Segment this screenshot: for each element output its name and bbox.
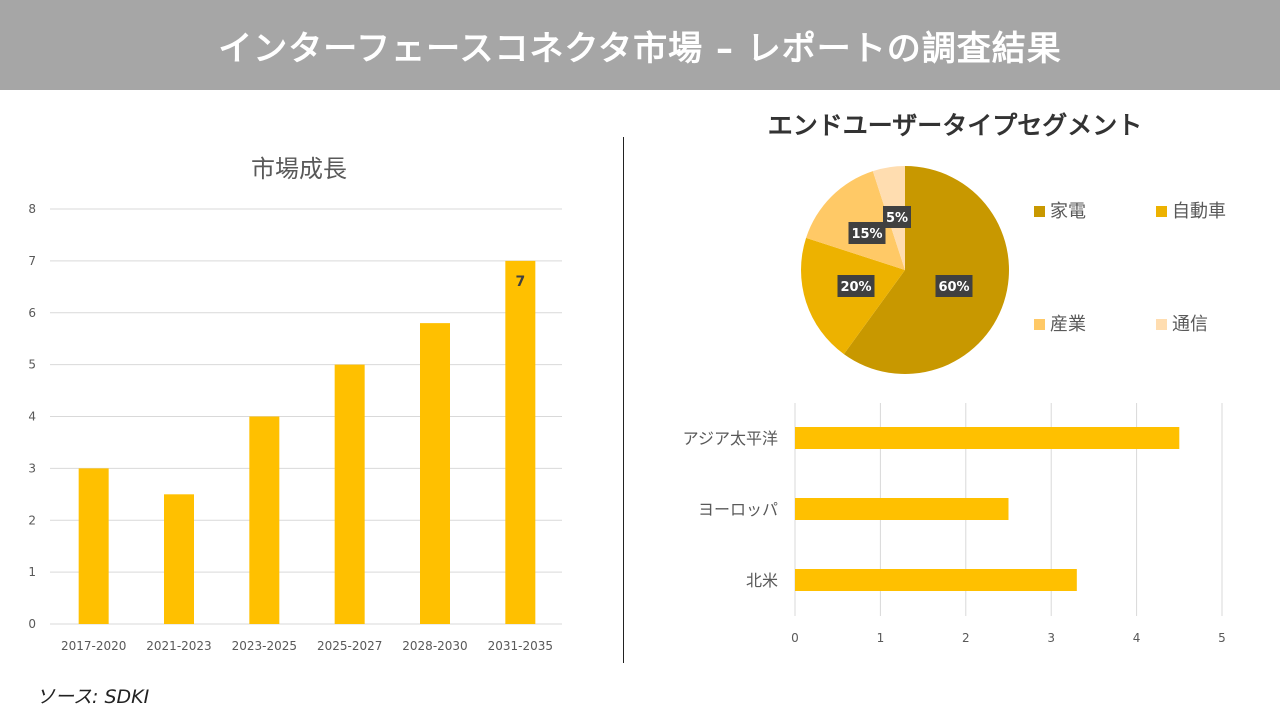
y-tick-label: 7 [28,254,36,268]
y-tick-label: 2 [28,513,36,527]
legend-label: 家電 [1050,201,1086,222]
pie-data-label: 5% [886,211,908,226]
hbar-北米 [795,569,1077,591]
x-tick-label: 2028-2030 [402,639,467,653]
bar-chart-title: 市場成長 [251,155,347,183]
pie-data-label: 60% [938,280,969,295]
legend-swatch [1156,319,1167,330]
x-tick-label: 2021-2023 [146,639,211,653]
x-tick-label: 5 [1218,631,1226,645]
bar-2021-2023 [164,494,194,624]
data-label: 7 [515,274,525,290]
bar-2023-2025 [249,416,280,624]
y-tick-label: 0 [28,617,36,631]
pie-chart-title: エンドユーザータイプセグメント [767,111,1143,140]
page-title: インターフェースコネクタ市場 – レポートの調査結果 [218,28,1062,69]
y-tick-label: 3 [28,461,36,475]
source-note: ソース: SDKI [36,686,150,708]
pie-label-box [848,222,886,244]
x-tick-label: 2 [962,631,970,645]
legend-label: 通信 [1172,314,1208,335]
header-banner: インターフェースコネクタ市場 – レポートの調査結果 [0,0,1280,90]
x-tick-label: 2031-2035 [488,639,553,653]
pie-data-label: 15% [851,227,882,242]
hbar-ヨーロッパ [795,498,1009,520]
bar-2031-2035 [505,260,536,624]
bar-2025-2027 [334,364,365,624]
y-category-label: ヨーロッパ [698,500,778,519]
hbar-アジア太平洋 [795,427,1180,449]
legend-label: 自動車 [1172,201,1226,222]
bar-2028-2030 [420,323,450,624]
y-tick-label: 4 [28,410,36,424]
pie-label-box [883,206,911,228]
x-tick-label: 2023-2025 [232,639,297,653]
legend-swatch [1034,206,1045,217]
x-tick-label: 1 [877,631,885,645]
pie-data-label: 20% [840,280,871,295]
legend-label: 産業 [1050,314,1086,335]
y-tick-label: 8 [28,202,36,216]
x-tick-label: 0 [791,631,799,645]
legend-swatch [1034,319,1045,330]
y-tick-label: 1 [28,565,36,579]
pie-slice-家電 [843,166,1010,374]
y-tick-label: 5 [28,358,36,372]
legend-swatch [1156,206,1167,217]
y-category-label: 北米 [746,571,778,590]
pie-label-box [837,275,875,297]
pie-slice-産業 [806,171,905,270]
x-tick-label: 4 [1133,631,1141,645]
y-tick-label: 6 [28,306,36,320]
pie-label-box [935,275,973,297]
x-tick-label: 3 [1047,631,1055,645]
y-category-label: アジア太平洋 [683,429,778,448]
divider [623,137,624,663]
x-tick-label: 2017-2020 [61,639,126,653]
bar-2017-2020 [78,468,109,624]
x-tick-label: 2025-2027 [317,639,382,653]
